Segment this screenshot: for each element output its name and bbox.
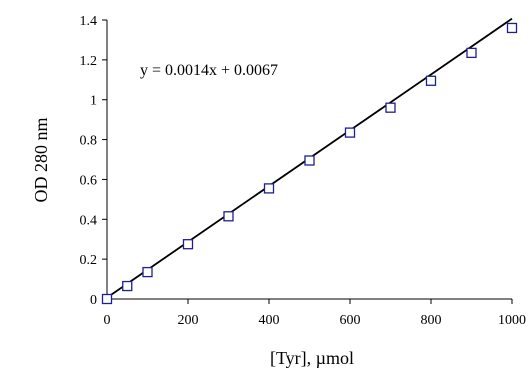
- y-tick-label: 0.6: [80, 173, 98, 188]
- axes: [106, 20, 512, 300]
- data-point: [304, 155, 315, 166]
- y-axis-ticks: 0 0.2 0.4 0.6 0.8 1 1.2 1.4: [80, 14, 107, 308]
- x-tick-label: 600: [340, 313, 361, 328]
- data-point: [223, 211, 234, 222]
- data-point: [425, 75, 437, 86]
- data-point: [142, 266, 153, 278]
- y-tick-label: 1.4: [80, 14, 98, 29]
- trendline-equation: y = 0.0014x + 0.0067: [140, 62, 278, 79]
- x-tick-label: 1000: [498, 313, 526, 328]
- y-tick-label: 0: [90, 293, 97, 308]
- y-tick-label: 1: [90, 94, 97, 109]
- y-axis-title: OD 280 nm: [31, 118, 51, 203]
- y-tick-label: 0.8: [80, 134, 98, 149]
- data-point: [101, 293, 113, 305]
- data-point: [385, 102, 396, 113]
- data-point: [263, 183, 275, 194]
- data-point: [182, 239, 194, 250]
- x-tick-label: 400: [259, 313, 280, 328]
- data-point: [122, 280, 133, 292]
- x-tick-label: 200: [178, 313, 199, 328]
- data-point: [466, 47, 477, 59]
- y-tick-label: 0.2: [80, 253, 98, 268]
- data-points: [101, 22, 518, 305]
- y-tick-label: 0.4: [80, 213, 98, 228]
- x-axis-ticks: 0 200 400 600 800 1000: [104, 299, 526, 328]
- x-tick-label: 800: [421, 313, 442, 328]
- data-point: [344, 127, 356, 138]
- y-tick-label: 1.2: [80, 54, 98, 69]
- data-point: [506, 22, 518, 34]
- x-tick-label: 0: [104, 313, 111, 328]
- x-axis-title: [Tyr], µmol: [270, 348, 354, 368]
